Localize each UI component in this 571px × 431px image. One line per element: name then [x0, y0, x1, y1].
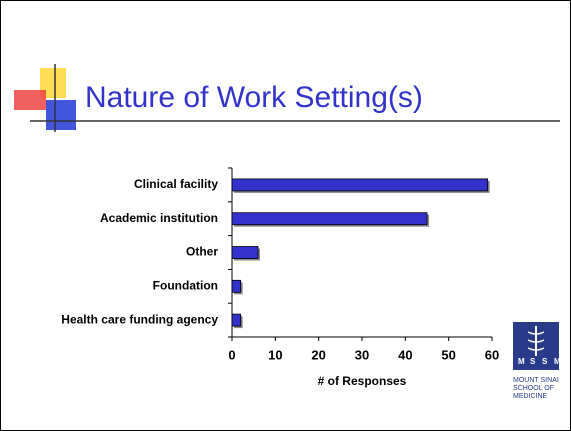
x-tick-label: 30: [355, 347, 369, 362]
y-tick-label: Health care funding agency: [61, 312, 218, 326]
logo-text: SCHOOL OF: [513, 385, 554, 392]
x-tick-label: 20: [311, 347, 325, 362]
bar: [231, 246, 259, 259]
x-tick-label: 60: [485, 347, 499, 362]
logo-letter: M: [518, 357, 525, 366]
bar: [231, 212, 428, 226]
logo-text: MOUNT SINAI: [513, 377, 559, 384]
y-tick-label: Clinical facility: [134, 177, 218, 191]
deco-red: [14, 90, 46, 110]
y-tick-label: Other: [186, 245, 218, 259]
logo-letter: S: [530, 357, 536, 366]
deco-blue: [46, 100, 76, 130]
bar: [231, 313, 242, 327]
logo-letter: S: [542, 357, 548, 366]
y-tick-label: Foundation: [153, 278, 218, 292]
logo: [513, 322, 559, 370]
logo-snake: [527, 331, 545, 351]
logo-letter: M: [554, 357, 561, 366]
slide-title: Nature of Work Setting(s): [85, 81, 423, 114]
y-tick-label: Academic institution: [100, 211, 218, 225]
x-tick-label: 0: [228, 347, 235, 362]
x-tick-label: 10: [268, 347, 282, 362]
logo-text: MEDICINE: [513, 393, 548, 400]
bar: [231, 178, 489, 192]
x-tick-label: 40: [398, 347, 412, 362]
x-tick-label: 50: [441, 347, 455, 362]
bar: [231, 279, 242, 293]
x-axis-label: # of Responses: [318, 374, 407, 388]
